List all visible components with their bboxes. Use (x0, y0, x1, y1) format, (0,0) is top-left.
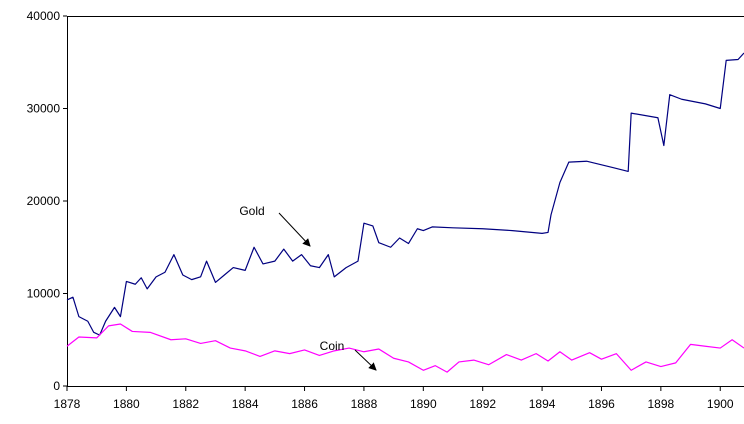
annotation-arrow (278, 212, 311, 247)
annotation-arrow (354, 349, 377, 371)
x-tick-label: 1896 (588, 397, 615, 411)
x-tick-label: 1900 (707, 397, 734, 411)
plot-area: 0 10000 20000 30000 40000 1878 1880 1882 1884 188… (27, 9, 744, 411)
annotation: Gold (239, 204, 264, 218)
x-tick-label: 1878 (54, 397, 81, 411)
y-tick-label: 10000 (27, 287, 61, 301)
x-tick-label: 1886 (291, 397, 318, 411)
x-tick-label: 1888 (351, 397, 378, 411)
x-tick-label: 1884 (232, 397, 259, 411)
y-tick-label: 40000 (27, 9, 61, 23)
x-tick-label: 1880 (113, 397, 140, 411)
x-tick-label: 1892 (469, 397, 496, 411)
x-tick-label: 1882 (172, 397, 199, 411)
line-series (66, 323, 744, 373)
annotation: Coin (320, 339, 345, 353)
x-tick-label: 1894 (529, 397, 556, 411)
y-tick-label: 20000 (27, 194, 61, 208)
x-tick-label: 1898 (648, 397, 675, 411)
y-tick-label: 0 (53, 379, 60, 393)
x-tick-label: 1890 (410, 397, 437, 411)
y-tick-label: 30000 (27, 102, 61, 116)
line-series (66, 52, 744, 336)
